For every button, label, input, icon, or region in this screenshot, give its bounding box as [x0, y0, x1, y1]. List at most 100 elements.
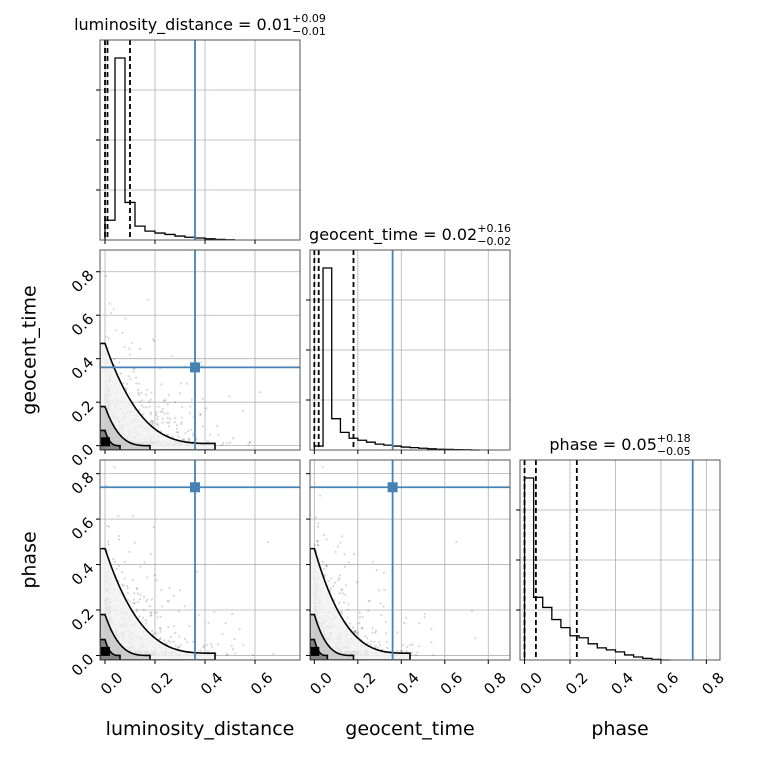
sample-point [400, 650, 403, 653]
sample-point [201, 397, 204, 401]
sample-point [192, 434, 195, 438]
sample-point [333, 581, 337, 584]
sample-point [360, 626, 364, 630]
sample-point [337, 577, 341, 580]
sample-point [314, 516, 317, 519]
y-axis-title-geocent_time: geocent_time [19, 285, 41, 414]
sample-point [117, 515, 120, 518]
sample-point [163, 412, 166, 415]
sample-point [176, 430, 179, 434]
sample-point [124, 317, 127, 320]
title-lower-error: −0.02 [477, 235, 511, 248]
sample-point [338, 601, 341, 605]
sample-point [144, 393, 148, 396]
sample-point [156, 422, 159, 425]
sample-point [167, 600, 170, 603]
sample-point [313, 544, 316, 547]
sample-point [152, 421, 155, 424]
sample-point [199, 413, 202, 416]
sample-point [222, 441, 225, 445]
sample-point [230, 644, 233, 647]
sample-point [107, 540, 110, 543]
sample-point [396, 631, 399, 634]
sample-point [228, 441, 232, 444]
sample-point [181, 405, 184, 409]
sample-point [156, 418, 159, 421]
sample-point [189, 411, 192, 415]
sample-point [166, 403, 169, 406]
sample-point [180, 423, 183, 426]
truth-marker [387, 482, 398, 493]
sample-point [344, 593, 347, 596]
sample-point [341, 535, 344, 538]
sample-point [117, 538, 121, 541]
sample-point [143, 561, 146, 564]
sample-point [133, 602, 136, 605]
sample-point [384, 620, 388, 623]
sample-point [167, 625, 170, 629]
x-tick-label: 0.2 [147, 669, 177, 699]
sample-point [122, 382, 125, 385]
sample-point [166, 412, 169, 415]
sample-point [374, 644, 377, 647]
sample-point [148, 605, 152, 608]
sample-point [135, 608, 139, 611]
sample-point [400, 649, 403, 653]
sample-point [175, 427, 179, 430]
sample-point [430, 641, 433, 644]
sample-point [355, 581, 359, 584]
sample-point [359, 616, 362, 619]
sample-point [171, 354, 174, 358]
x-axis-title-geocent_time: geocent_time [345, 718, 474, 740]
sample-point [383, 588, 386, 592]
panel-frame [99, 249, 301, 451]
sample-point [150, 598, 154, 601]
sample-point [138, 598, 141, 601]
sample-point [178, 645, 181, 648]
sample-point [379, 602, 382, 605]
sample-point [133, 592, 136, 595]
sample-point [316, 539, 319, 543]
sample-point [138, 394, 141, 397]
histogram-luminosity_distance [104, 57, 235, 241]
sample-point [423, 616, 426, 619]
sample-point [167, 425, 171, 428]
sample-point [156, 415, 159, 418]
sample-point [411, 643, 414, 646]
sample-point [374, 630, 378, 633]
sample-point [205, 643, 209, 647]
sample-point [183, 605, 186, 608]
sample-point [371, 560, 375, 563]
sample-point [354, 631, 357, 634]
sample-point [215, 424, 219, 427]
panel-1-0 [96, 249, 301, 454]
sample-point [199, 413, 202, 416]
sample-point [199, 649, 202, 652]
sample-point [189, 405, 192, 408]
sample-point [145, 622, 148, 625]
sample-point [396, 649, 399, 652]
title-value: geocent_time = 0.02 [309, 225, 477, 245]
panel-2-0 [96, 459, 301, 664]
sample-point [338, 592, 341, 595]
truth-marker [190, 362, 200, 373]
sample-point [368, 600, 371, 603]
sample-point [336, 545, 340, 548]
contour-level-2 [100, 405, 151, 450]
sample-point [131, 341, 134, 344]
y-tick-label: 0.4 [68, 559, 98, 589]
sample-point [319, 494, 322, 497]
x-tick-label: 0.0 [517, 669, 547, 699]
sample-point [113, 466, 116, 469]
y-tick-label: 0.0 [68, 650, 98, 680]
sample-point [132, 515, 135, 518]
sample-point [166, 416, 169, 419]
sample-point [404, 616, 407, 619]
sample-point [323, 573, 327, 576]
sample-point [176, 431, 179, 434]
x-axis-title-luminosity_distance: luminosity_distance [106, 718, 295, 740]
sample-point [325, 564, 328, 568]
panel-2-1 [306, 459, 511, 664]
sample-point [159, 637, 162, 640]
title-lower-error: −0.01 [292, 25, 326, 38]
